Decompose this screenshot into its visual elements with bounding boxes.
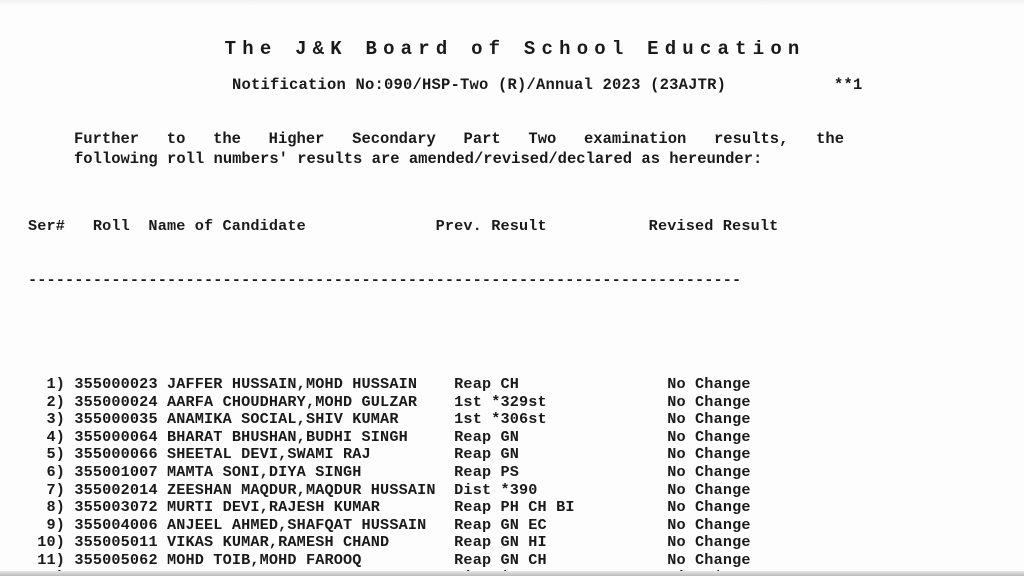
cell-prev: Reap GN HI (454, 533, 668, 552)
scan-edge-bottom (0, 571, 1024, 576)
cell-prev: Reap PS (454, 462, 668, 481)
cell-roll: 355000023 (74, 374, 158, 393)
results-table: Ser# Roll Name of Candidate Prev. Result… (28, 183, 778, 576)
table-row: 8) 355003072 MURTI DEVI,RAJESH KUMAR Rea… (28, 498, 778, 517)
scan-edge-top (0, 0, 1024, 6)
cell-ser: 10) (28, 533, 66, 552)
table-body: 1) 355000023 JAFFER HUSSAIN,MOHD HUSSAIN… (28, 374, 778, 576)
table-separator: ----------------------------------------… (28, 270, 742, 289)
cell-name: MURTI DEVI,RAJESH KUMAR (166, 498, 455, 517)
cell-revised: No Change (667, 445, 751, 464)
cell-roll: 355002014 (74, 480, 158, 499)
cell-ser: 8) (28, 498, 66, 517)
cell-ser: 9) (28, 515, 66, 534)
cell-ser: 3) (28, 410, 66, 429)
cell-name: JAFFER HUSSAIN,MOHD HUSSAIN (166, 374, 455, 393)
cell-revised: No Change (667, 533, 751, 552)
cell-prev: 1st *306st (454, 410, 668, 429)
cell-name: ANJEEL AHMED,SHAFQAT HUSSAIN (166, 515, 455, 534)
cell-roll: 355000024 (74, 392, 158, 411)
cell-ser: 5) (28, 445, 66, 464)
table-row: 7) 355002014 ZEESHAN MAQDUR,MAQDUR HUSSA… (28, 480, 778, 500)
cell-name: SHEETAL DEVI,SWAMI RAJ (166, 445, 455, 464)
cell-ser: 11) (28, 550, 66, 569)
cell-roll: 355004006 (74, 515, 158, 534)
cell-prev: Reap GN (454, 445, 668, 464)
cell-roll: 355000064 (74, 427, 158, 446)
cell-revised: No Change (667, 410, 751, 429)
cell-prev: Reap GN CH (454, 550, 668, 569)
cell-revised: No Change (667, 498, 751, 517)
notification-number: Notification No:090/HSP-Two (R)/Annual 2… (232, 76, 727, 94)
table-row: 1) 355000023 JAFFER HUSSAIN,MOHD HUSSAIN… (28, 374, 778, 394)
cell-prev: Reap GN EC (454, 515, 668, 534)
cell-name: MOHD TOIB,MOHD FAROOQ (166, 550, 455, 569)
cell-revised: No Change (667, 550, 751, 569)
cell-revised: No Change (667, 427, 751, 446)
table-row: 10) 355005011 VIKAS KUMAR,RAMESH CHAND R… (28, 533, 778, 552)
cell-name: ZEESHAN MAQDUR,MAQDUR HUSSAIN (166, 480, 455, 499)
table-header-row: Ser# Roll Name of Candidate Prev. Result… (28, 217, 779, 236)
table-row: 2) 355000024 AARFA CHOUDHARY,MOHD GULZAR… (28, 392, 778, 412)
table-row: 11) 355005062 MOHD TOIB,MOHD FAROOQ Reap… (28, 550, 778, 570)
cell-revised: No Change (667, 374, 751, 393)
cell-name: ANAMIKA SOCIAL,SHIV KUMAR (166, 410, 455, 429)
table-row: 3) 355000035 ANAMIKA SOCIAL,SHIV KUMAR 1… (28, 410, 778, 429)
page-marker: **1 (834, 76, 863, 94)
cell-ser: 1) (28, 374, 66, 393)
table-row: 9) 355004006 ANJEEL AHMED,SHAFQAT HUSSAI… (28, 515, 778, 535)
cell-roll: 355000066 (74, 445, 158, 464)
cell-prev: Dist *390 (454, 480, 668, 499)
cell-roll: 355003072 (74, 498, 158, 517)
cell-ser: 4) (28, 427, 66, 446)
cell-prev: Reap PH CH BI (454, 498, 668, 517)
cell-prev: 1st *329st (454, 392, 668, 411)
cell-revised: No Change (667, 392, 751, 411)
cell-ser: 2) (28, 392, 66, 411)
table-row: 6) 355001007 MAMTA SONI,DIYA SINGH Reap … (28, 462, 778, 482)
cell-ser: 6) (28, 462, 66, 481)
cell-roll: 355001007 (74, 462, 158, 481)
page-title: The J&K Board of School Education (224, 38, 806, 60)
cell-revised: No Change (667, 480, 751, 499)
cell-prev: Reap CH (454, 374, 668, 393)
intro-line-2: following roll numbers' results are amen… (74, 149, 763, 168)
cell-name: BHARAT BHUSHAN,BUDHI SINGH (166, 427, 455, 446)
cell-revised: No Change (667, 515, 751, 534)
cell-roll: 355000035 (74, 410, 158, 429)
cell-ser: 7) (28, 480, 66, 499)
cell-name: AARFA CHOUDHARY,MOHD GULZAR (166, 392, 455, 411)
intro-paragraph: Further to the Higher Secondary Part Two… (74, 130, 844, 169)
cell-roll: 355005011 (74, 533, 158, 552)
intro-line-1: Further to the Higher Secondary Part Two… (74, 130, 844, 148)
cell-revised: No Change (667, 462, 751, 481)
cell-name: MAMTA SONI,DIYA SINGH (166, 462, 455, 481)
cell-name: VIKAS KUMAR,RAMESH CHAND (166, 533, 455, 552)
cell-roll: 355005062 (74, 550, 158, 569)
table-row: 5) 355000066 SHEETAL DEVI,SWAMI RAJ Reap… (28, 446, 778, 464)
table-row: 4) 355000064 BHARAT BHUSHAN,BUDHI SINGH … (28, 427, 778, 447)
cell-prev: Reap GN (454, 427, 668, 446)
table-header-gap (28, 325, 778, 341)
